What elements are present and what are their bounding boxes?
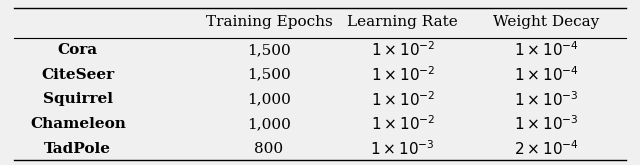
Text: $1 \times 10^{-3}$: $1 \times 10^{-3}$ (371, 139, 435, 158)
Text: 1,500: 1,500 (247, 68, 291, 82)
Text: $1 \times 10^{-4}$: $1 \times 10^{-4}$ (514, 41, 579, 59)
Text: Cora: Cora (58, 43, 98, 57)
Text: $1 \times 10^{-2}$: $1 \times 10^{-2}$ (371, 115, 435, 133)
Text: Chameleon: Chameleon (30, 117, 126, 131)
Text: 1,000: 1,000 (247, 117, 291, 131)
Text: Weight Decay: Weight Decay (493, 16, 599, 30)
Text: TadPole: TadPole (44, 142, 111, 156)
Text: 1,000: 1,000 (247, 92, 291, 106)
Text: $1 \times 10^{-3}$: $1 \times 10^{-3}$ (514, 115, 579, 133)
Text: Squirrel: Squirrel (43, 92, 113, 106)
Text: $1 \times 10^{-2}$: $1 \times 10^{-2}$ (371, 90, 435, 109)
Text: $2 \times 10^{-4}$: $2 \times 10^{-4}$ (514, 139, 579, 158)
Text: $1 \times 10^{-3}$: $1 \times 10^{-3}$ (514, 90, 579, 109)
Text: $1 \times 10^{-2}$: $1 \times 10^{-2}$ (371, 65, 435, 84)
Text: CiteSeer: CiteSeer (42, 68, 115, 82)
Text: Training Epochs: Training Epochs (205, 16, 332, 30)
Text: Learning Rate: Learning Rate (348, 16, 458, 30)
Text: $1 \times 10^{-4}$: $1 \times 10^{-4}$ (514, 65, 579, 84)
Text: 1,500: 1,500 (247, 43, 291, 57)
Text: 800: 800 (255, 142, 284, 156)
Text: $1 \times 10^{-2}$: $1 \times 10^{-2}$ (371, 41, 435, 59)
